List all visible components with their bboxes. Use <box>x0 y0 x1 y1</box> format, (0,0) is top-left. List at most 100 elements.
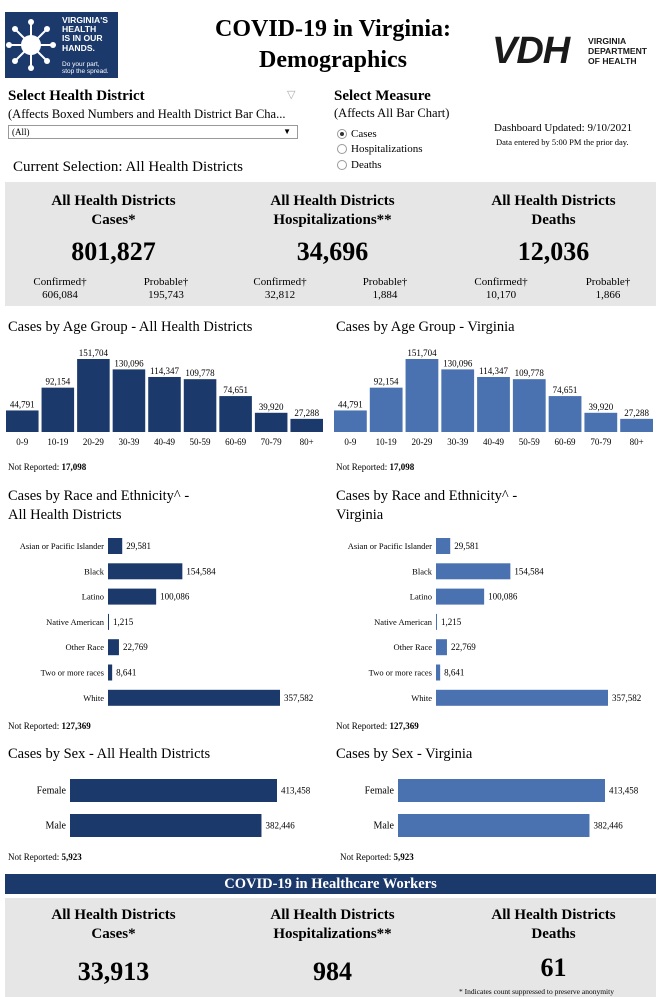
tick-label: 30-39 <box>118 437 139 447</box>
tick-label: 50-59 <box>519 437 540 447</box>
bar-30-39 <box>441 369 475 432</box>
category-label: Female <box>37 786 67 797</box>
district-dropdown[interactable]: (All) ▼ <box>8 125 298 139</box>
bar-white <box>108 689 280 706</box>
bar-latino <box>436 588 485 605</box>
tick-label: 80+ <box>630 437 644 447</box>
category-label: Native American <box>46 617 105 627</box>
category-label: Native American <box>374 617 433 627</box>
data-label: 114,347 <box>150 366 179 376</box>
category-label: Male <box>373 821 394 832</box>
tick-label: 70-79 <box>261 437 282 447</box>
deaths-probable: 1,866 <box>595 289 621 301</box>
category-label: White <box>83 693 104 703</box>
bar-80+ <box>290 418 323 432</box>
bar-20-29 <box>77 359 110 432</box>
data-label: 39,920 <box>259 402 284 412</box>
data-label: 22,769 <box>451 642 476 652</box>
radio-unselected-icon <box>337 160 347 170</box>
bar-latino <box>108 588 157 605</box>
bar-20-29 <box>405 359 439 432</box>
data-label: 100,086 <box>488 592 518 602</box>
radio-deaths[interactable]: Deaths <box>337 157 423 173</box>
cases-probable: 195,743 <box>148 289 184 301</box>
bar-other-race <box>436 639 447 656</box>
bar-0-9 <box>334 410 367 432</box>
category-label: Latino <box>82 592 104 602</box>
data-label: 27,288 <box>294 408 319 418</box>
healthcare-workers-banner: COVID-19 in Healthcare Workers <box>5 874 656 894</box>
sex-district-not-reported: Not Reported: 5,923 <box>8 852 82 862</box>
tick-label: 20-29 <box>83 437 104 447</box>
tick-label: 10-19 <box>47 437 68 447</box>
data-label: 382,446 <box>265 821 295 831</box>
category-label: Two or more races <box>41 668 104 678</box>
bar-70-79 <box>584 412 618 432</box>
tick-label: 60-69 <box>555 437 576 447</box>
logo-left-sub: Do your part, stop the spread. <box>62 61 109 75</box>
category-label: Latino <box>410 592 432 602</box>
healthcare-card-cases: All Health Districts Cases* 33,913 <box>5 906 222 987</box>
cases-confirmed: 606,084 <box>42 289 78 301</box>
cases-total: 801,827 <box>71 237 156 266</box>
tick-label: 0-9 <box>16 437 28 447</box>
data-label: 130,096 <box>114 358 144 368</box>
bar-two-or-more-races <box>108 664 113 681</box>
dropdown-arrow-icon: ▼ <box>283 127 291 136</box>
filter-icon[interactable]: ▽ <box>287 89 296 101</box>
hospitalizations-probable: 1,884 <box>372 289 398 301</box>
data-label: 151,704 <box>407 348 437 358</box>
race-virginia-not-reported: Not Reported: 127,369 <box>336 721 419 731</box>
sex-virginia-title: Cases by Sex - Virginia <box>336 746 473 762</box>
race-district-title: Cases by Race and Ethnicity^ - All Healt… <box>8 488 190 523</box>
sex-virginia-not-reported: Not Reported: 5,923 <box>340 852 414 862</box>
bar-10-19 <box>41 387 75 432</box>
measure-filter-sub: (Affects All Bar Chart) <box>334 106 450 120</box>
healthcare-card-deaths: All Health Districts Deaths 61 <box>445 906 657 983</box>
suppression-footnote: * Indicates count suppressed to preserve… <box>459 987 614 996</box>
tick-label: 20-29 <box>411 437 432 447</box>
bar-40-49 <box>148 376 181 432</box>
summary-card-deaths: All Health Districts Deaths 12,036 <box>445 192 657 267</box>
category-label: Asian or Pacific Islander <box>20 541 104 551</box>
tick-label: 10-19 <box>376 437 397 447</box>
bar-female <box>398 779 605 802</box>
data-label: 357,582 <box>612 693 641 703</box>
healthcare-panel <box>5 898 656 997</box>
dashboard-updated: Dashboard Updated: 9/10/2021 <box>494 122 633 134</box>
race-district-chart: Asian or Pacific Islander 29,581 Black 154,… <box>20 538 313 706</box>
data-label: 8,641 <box>116 668 136 678</box>
tick-label: 80+ <box>300 437 314 447</box>
sex-district-chart: Female 413,458 Male 382,446 <box>37 779 311 837</box>
bar-asian-or-pacific-islander <box>436 538 451 554</box>
virus-icon <box>6 19 56 71</box>
tick-label: 40-49 <box>154 437 175 447</box>
age-district-chart: 44,791 0-9 92,154 10-19 151,704 20-29 130,096 3… <box>6 348 323 447</box>
category-label: Male <box>45 821 66 832</box>
bar-female <box>70 779 277 802</box>
measure-filter-title: Select Measure <box>334 88 431 104</box>
bar-10-19 <box>369 387 403 432</box>
race-virginia-chart: Asian or Pacific Islander 29,581 Black 154,… <box>348 538 641 706</box>
race-district-not-reported: Not Reported: 127,369 <box>8 721 91 731</box>
bar-50-59 <box>512 379 546 432</box>
data-label: 109,778 <box>185 368 215 378</box>
deaths-total: 12,036 <box>517 237 590 266</box>
radio-cases[interactable]: Cases <box>337 126 423 141</box>
category-label: Asian or Pacific Islander <box>348 541 432 551</box>
healthcare-card-hospitalizations: All Health Districts Hospitalizations** … <box>224 906 441 987</box>
logo-left-text: VIRGINIA'S HEALTH IS IN OUR HANDS. <box>62 15 108 53</box>
dashboard-updated-note: Data entered by 5:00 PM the prior day. <box>496 137 629 147</box>
bar-male <box>398 814 590 837</box>
data-label: 22,769 <box>123 642 148 652</box>
page-title: COVID-19 in Virginia: Demographics <box>214 16 451 73</box>
district-dropdown-value: (All) <box>12 127 30 137</box>
bar-native-american <box>108 613 109 630</box>
data-label: 8,641 <box>444 668 464 678</box>
data-label: 100,086 <box>160 592 190 602</box>
bar-30-39 <box>112 369 146 432</box>
summary-card-cases: All Health Districts Cases* 801,827 <box>5 192 222 267</box>
bar-60-69 <box>548 396 582 432</box>
deaths-confirmed: 10,170 <box>485 289 517 301</box>
radio-hospitalizations[interactable]: Hospitalizations <box>337 141 423 157</box>
